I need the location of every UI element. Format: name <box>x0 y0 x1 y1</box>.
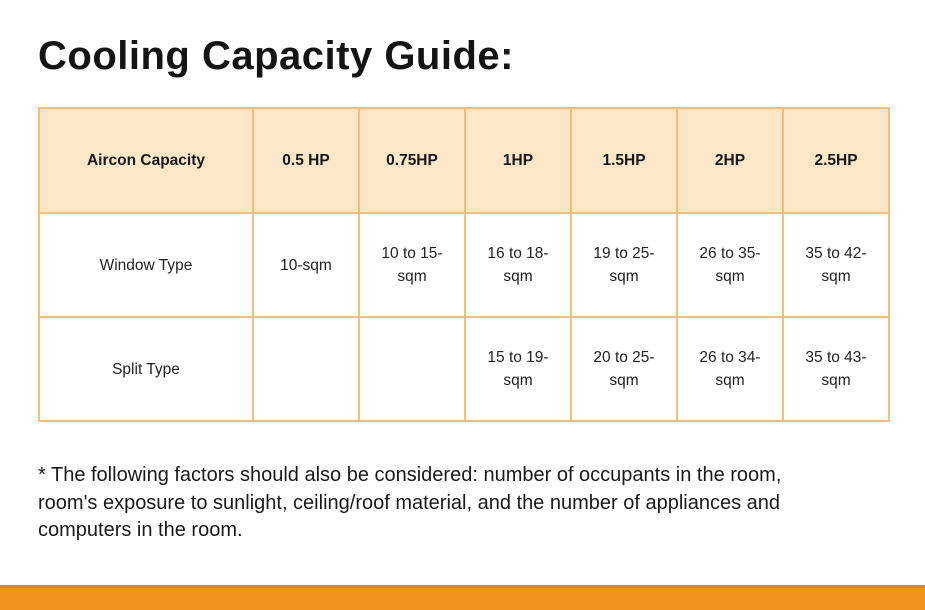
table-cell <box>252 316 360 422</box>
row-label-split-type: Split Type <box>38 316 254 422</box>
bottom-accent-bar <box>0 585 925 610</box>
table-cell: 10-sqm <box>252 212 360 318</box>
table-cell: 16 to 18- sqm <box>464 212 572 318</box>
table-row-window-type: Window Type 10-sqm 10 to 15- sqm 16 to 1… <box>38 212 890 318</box>
header-cell-2hp: 2HP <box>676 107 784 214</box>
table-row-split-type: Split Type 15 to 19- sqm 20 to 25- sqm 2… <box>38 316 890 422</box>
cooling-capacity-table: Aircon Capacity 0.5 HP 0.75HP 1HP 1.5HP … <box>38 107 890 422</box>
table-cell: 35 to 42- sqm <box>782 212 890 318</box>
footnote-text: * The following factors should also be c… <box>38 464 782 541</box>
page-title: Cooling Capacity Guide: <box>38 34 514 78</box>
row-label-window-type: Window Type <box>38 212 254 318</box>
header-cell-075hp: 0.75HP <box>358 107 466 214</box>
header-cell-15hp: 1.5HP <box>570 107 678 214</box>
header-cell-25hp: 2.5HP <box>782 107 890 214</box>
table-cell: 35 to 43- sqm <box>782 316 890 422</box>
table-header-row: Aircon Capacity 0.5 HP 0.75HP 1HP 1.5HP … <box>38 107 890 214</box>
header-cell-1hp: 1HP <box>464 107 572 214</box>
header-cell-05hp: 0.5 HP <box>252 107 360 214</box>
table-cell: 20 to 25- sqm <box>570 316 678 422</box>
header-cell-aircon-capacity: Aircon Capacity <box>38 107 254 214</box>
table-cell: 19 to 25- sqm <box>570 212 678 318</box>
table-cell: 26 to 35- sqm <box>676 212 784 318</box>
table-cell: 10 to 15- sqm <box>358 212 466 318</box>
table-cell: 26 to 34- sqm <box>676 316 784 422</box>
table-cell <box>358 316 466 422</box>
table-cell: 15 to 19- sqm <box>464 316 572 422</box>
